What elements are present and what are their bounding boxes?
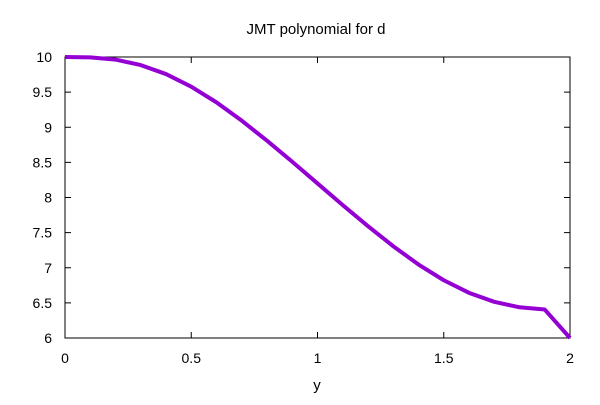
y-tick-label: 8 (44, 190, 52, 206)
x-tick-label: 0.5 (182, 350, 202, 366)
y-tick-label: 7.5 (33, 225, 53, 241)
y-tick-label: 8.5 (33, 154, 53, 170)
chart-title: JMT polynomial for d (247, 21, 386, 38)
y-tick-label: 7 (44, 260, 52, 276)
y-tick-label: 9 (44, 119, 52, 135)
x-axis: 0 0.5 1 1.5 2 (61, 57, 574, 366)
series-layer (64, 55, 572, 340)
series-line (64, 55, 572, 340)
plot-frame (64, 56, 571, 339)
y-tick-label: 6 (44, 330, 52, 346)
y-tick-label: 6.5 (33, 295, 53, 311)
x-tick-label: 1 (314, 350, 322, 366)
x-tick-label: 1.5 (434, 350, 454, 366)
y-tick-label: 10 (36, 49, 52, 65)
y-axis: 6 6.5 7 7.5 8 8.5 9 9.5 10 (33, 49, 570, 346)
x-tick-label: 2 (566, 350, 574, 366)
x-axis-label: y (313, 377, 321, 394)
y-tick-label: 9.5 (33, 84, 53, 100)
x-tick-label: 0 (61, 350, 69, 366)
